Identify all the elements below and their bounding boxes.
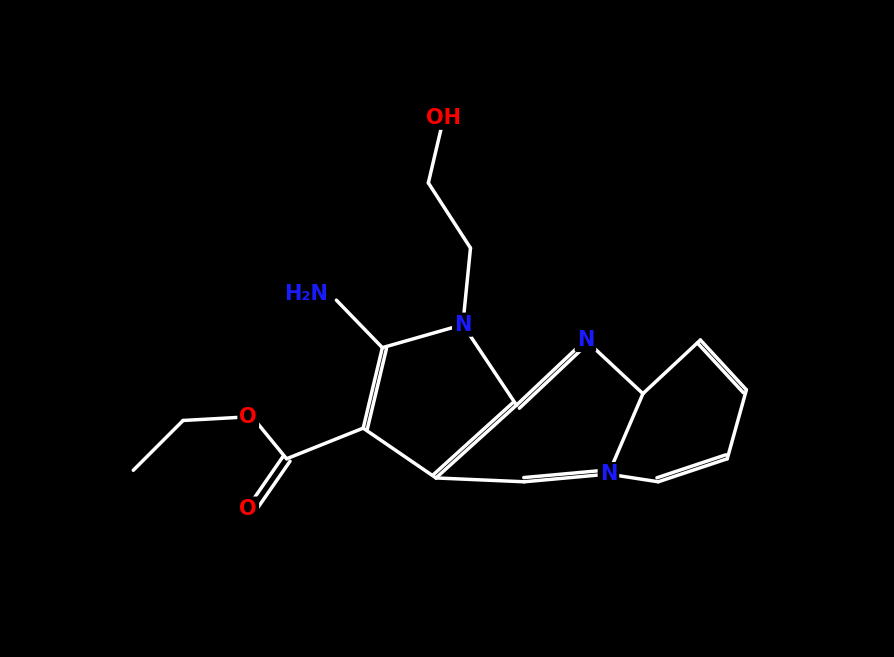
Text: N: N xyxy=(576,330,594,350)
Text: OH: OH xyxy=(426,108,460,127)
Text: O: O xyxy=(240,407,257,426)
Text: N: N xyxy=(453,315,471,334)
Text: O: O xyxy=(240,499,257,518)
Text: H₂N: H₂N xyxy=(283,284,327,304)
Text: N: N xyxy=(599,464,617,484)
